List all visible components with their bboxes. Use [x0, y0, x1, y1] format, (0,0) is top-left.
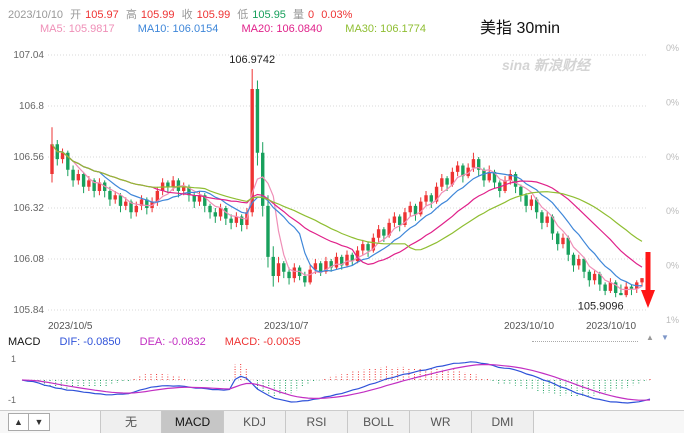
svg-text:105.84: 105.84: [13, 305, 44, 316]
tab-macd[interactable]: MACD: [162, 411, 224, 433]
svg-text:sina 新浪财经: sina 新浪财经: [502, 57, 592, 73]
period-up-button[interactable]: ▲: [9, 414, 29, 430]
svg-text:0%: 0%: [666, 152, 679, 162]
svg-text:1%: 1%: [666, 315, 679, 325]
tab-kdj[interactable]: KDJ: [224, 411, 286, 433]
tab-rsi[interactable]: RSI: [286, 411, 348, 433]
close-value: 105.99: [196, 9, 231, 21]
svg-text:106.32: 106.32: [13, 203, 44, 214]
volume-value: 0: [308, 9, 315, 21]
ma10-legend: MA10: 106.0154: [137, 23, 219, 35]
svg-text:-1: -1: [8, 395, 16, 405]
tab-dmi[interactable]: DMI: [472, 411, 534, 433]
svg-text:0%: 0%: [666, 97, 679, 107]
svg-text:106.9742: 106.9742: [229, 54, 275, 66]
scroll-down-icon[interactable]: ▼: [661, 333, 669, 342]
x-label: 2023/10/10: [586, 321, 637, 332]
open-label: 开: [70, 9, 82, 21]
dif-value: DIF: -0.0850: [59, 336, 121, 348]
close-label: 收: [181, 9, 193, 21]
svg-text:106.56: 106.56: [13, 152, 44, 163]
svg-text:105.9096: 105.9096: [578, 300, 624, 312]
svg-text:106.08: 106.08: [13, 254, 44, 265]
macd-header: MACD DIF: -0.0850 DEA: -0.0832 MACD: -0.…: [8, 336, 317, 348]
low-value: 105.95: [252, 9, 286, 21]
period-down-button[interactable]: ▼: [34, 417, 44, 427]
quote-header: 2023/10/10 开 105.97 高 105.99 收 105.99 低 105.…: [8, 6, 356, 22]
dea-value: DEA: -0.0832: [139, 336, 206, 348]
open-value: 105.97: [85, 9, 119, 21]
svg-text:0%: 0%: [666, 206, 679, 216]
indicator-tabs: 无 MACD KDJ RSI BOLL WR DMI: [100, 411, 534, 433]
ma30-legend: MA30: 106.1774: [345, 23, 427, 35]
ma-legend: MA5: 105.9817 MA10: 106.0154 MA20: 106.0…: [40, 23, 446, 35]
chart-title: 美指 30min: [480, 20, 561, 37]
macd-panel-label: MACD: [8, 336, 41, 348]
x-label: 2023/10/10: [504, 321, 555, 332]
svg-text:106.8: 106.8: [19, 101, 44, 112]
macd-chart: 1 -1: [8, 354, 651, 405]
x-label: 2023/10/5: [48, 321, 93, 332]
candlestick-chart[interactable]: 107.04 106.8 106.56 106.32 106.08 105.84 0% 0% 0…: [0, 44, 684, 336]
low-label: 低: [237, 9, 249, 21]
svg-text:1: 1: [11, 354, 16, 364]
pager-box: ▲ ▼: [8, 413, 50, 431]
tab-wr[interactable]: WR: [410, 411, 472, 433]
ma5-legend: MA5: 105.9817: [40, 23, 115, 35]
tab-boll[interactable]: BOLL: [348, 411, 410, 433]
quote-date: 2023/10/10: [8, 9, 64, 21]
macd-value: MACD: -0.0035: [224, 336, 301, 348]
change-percent: 0.03%: [321, 9, 353, 21]
x-label: 2023/10/7: [264, 321, 309, 332]
scroll-up-icon[interactable]: ▲: [646, 333, 654, 342]
high-value: 105.99: [140, 9, 175, 21]
svg-text:107.04: 107.04: [13, 50, 44, 61]
tab-none[interactable]: 无: [100, 411, 162, 433]
volume-label: 量: [293, 9, 304, 21]
ma20-legend: MA20: 106.0840: [241, 23, 323, 35]
scroll-track: [532, 341, 638, 342]
high-label: 高: [125, 9, 137, 21]
svg-text:0%: 0%: [666, 261, 679, 271]
svg-text:0%: 0%: [666, 44, 679, 53]
indicator-tabbar: ▲ ▼ 无 MACD KDJ RSI BOLL WR DMI: [0, 410, 684, 433]
